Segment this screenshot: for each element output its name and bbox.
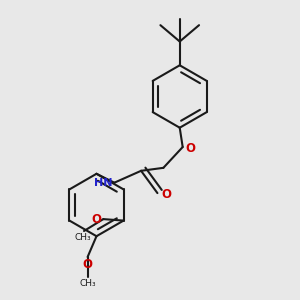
Text: CH₃: CH₃ bbox=[74, 233, 91, 242]
Text: O: O bbox=[92, 213, 102, 226]
Text: O: O bbox=[186, 142, 196, 155]
Text: CH₃: CH₃ bbox=[79, 279, 96, 288]
Text: HN: HN bbox=[94, 178, 113, 188]
Text: O: O bbox=[161, 188, 171, 201]
Text: O: O bbox=[82, 259, 93, 272]
